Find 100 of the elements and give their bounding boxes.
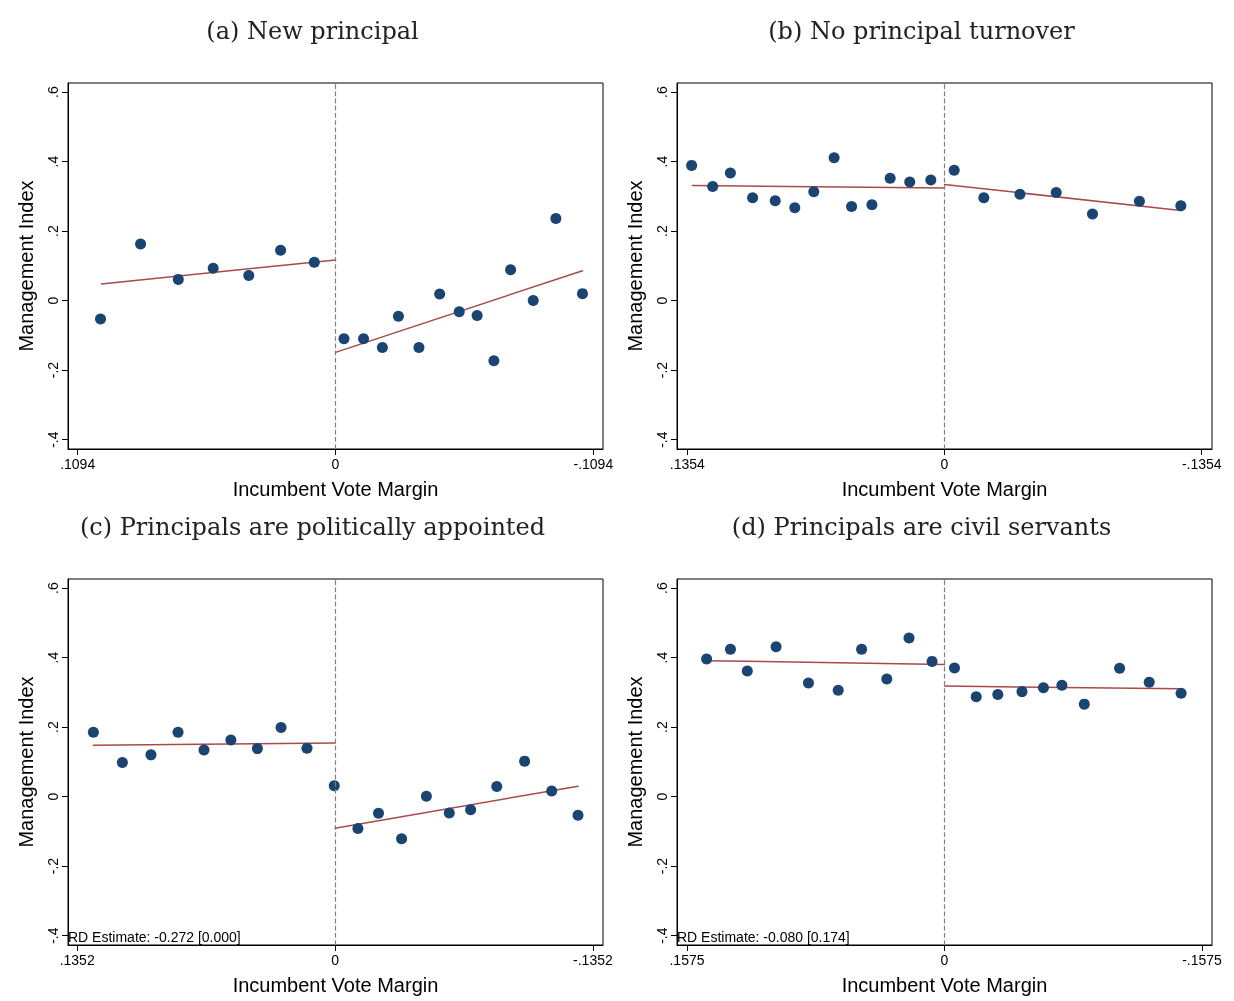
- point: [577, 288, 588, 300]
- y-tick-label: .2: [654, 721, 670, 733]
- point: [856, 643, 868, 655]
- point: [376, 342, 388, 353]
- point: [572, 809, 584, 821]
- point: [1133, 195, 1145, 207]
- x-tick-label: .1575: [669, 952, 705, 968]
- point: [1037, 682, 1049, 694]
- annotation: RD Estimate: -0.080 [0.174]: [677, 929, 850, 945]
- point: [328, 780, 340, 792]
- y-tick-label: .2: [45, 225, 61, 237]
- point: [145, 749, 157, 761]
- y-tick-label: 0: [45, 296, 61, 305]
- y-tick-label: .6: [654, 581, 670, 594]
- point: [396, 833, 408, 845]
- x-tick-label: .1354: [669, 456, 705, 472]
- point: [172, 726, 184, 738]
- point: [505, 264, 517, 276]
- y-tick-label: -.4: [654, 431, 670, 448]
- chart-title: (b) No principal turnover: [768, 17, 1076, 45]
- x-tick-label: -.1094: [573, 456, 614, 472]
- point: [198, 744, 210, 756]
- point: [275, 721, 287, 733]
- point: [1050, 186, 1062, 198]
- annotation: RD Estimate: -0.272 [0.000]: [68, 929, 241, 945]
- point: [358, 333, 370, 345]
- chart-title: (d) Principals are civil servants: [731, 513, 1112, 541]
- point: [519, 755, 531, 767]
- point: [1078, 698, 1090, 710]
- point: [686, 159, 698, 171]
- y-tick-label: .4: [45, 651, 61, 664]
- y-axis-title: Management Index: [624, 180, 646, 352]
- point: [95, 313, 107, 325]
- point: [1143, 676, 1155, 688]
- x-tick-label: -.1575: [1182, 952, 1223, 968]
- y-tick-label: 0: [654, 792, 670, 801]
- x-tick-label: .1094: [60, 456, 96, 472]
- point: [701, 653, 713, 665]
- point: [546, 785, 558, 797]
- point: [434, 288, 446, 300]
- y-axis-title: Management Index: [624, 676, 646, 848]
- point: [747, 192, 759, 204]
- point: [724, 167, 736, 179]
- point: [453, 306, 465, 318]
- point: [135, 238, 147, 250]
- point: [770, 641, 782, 653]
- y-tick-label: .6: [654, 85, 670, 98]
- point: [741, 665, 753, 677]
- point: [443, 807, 455, 819]
- point: [926, 655, 938, 667]
- y-tick-label: -.2: [654, 857, 670, 875]
- point: [465, 804, 477, 816]
- chart-title: (a) New principal: [206, 17, 419, 45]
- point: [789, 202, 801, 214]
- point: [116, 757, 128, 769]
- point: [251, 743, 263, 755]
- point: [884, 172, 896, 184]
- y-tick-label: -.2: [654, 361, 670, 379]
- x-tick-label: 0: [940, 952, 949, 968]
- point: [488, 355, 500, 367]
- point: [808, 186, 820, 198]
- point: [970, 691, 982, 703]
- point: [243, 270, 255, 282]
- point: [471, 310, 483, 322]
- y-tick-label: .2: [45, 721, 61, 733]
- x-tick-label: .1352: [59, 952, 95, 968]
- y-tick-label: -.4: [654, 927, 670, 944]
- point: [527, 295, 539, 307]
- point: [832, 684, 844, 696]
- y-tick-label: .6: [45, 581, 61, 594]
- point: [352, 823, 364, 835]
- point: [373, 807, 385, 819]
- y-tick-label: 0: [45, 792, 61, 801]
- x-tick-label: 0: [940, 456, 949, 472]
- y-tick-label: .4: [654, 651, 670, 664]
- point: [491, 781, 503, 792]
- point: [925, 174, 937, 186]
- point: [948, 164, 960, 176]
- point: [207, 262, 219, 274]
- point: [392, 310, 404, 322]
- point: [802, 677, 814, 689]
- point: [846, 200, 858, 212]
- y-tick-label: .4: [45, 155, 61, 168]
- point: [769, 195, 781, 207]
- y-axis-title: Management Index: [15, 676, 37, 848]
- x-tick-label: -.1352: [573, 952, 613, 968]
- point: [308, 256, 320, 268]
- point: [1016, 686, 1028, 698]
- point: [724, 643, 736, 655]
- y-axis-title: Management Index: [15, 180, 37, 352]
- x-tick-label: -.1354: [1181, 456, 1222, 472]
- x-axis-title: Incumbent Vote Margin: [841, 478, 1048, 500]
- point: [172, 273, 184, 285]
- point: [978, 192, 990, 204]
- point: [338, 333, 350, 345]
- point: [828, 152, 840, 164]
- point: [903, 632, 915, 644]
- x-axis-title: Incumbent Vote Margin: [841, 974, 1048, 996]
- point: [301, 742, 313, 754]
- point: [1175, 687, 1187, 699]
